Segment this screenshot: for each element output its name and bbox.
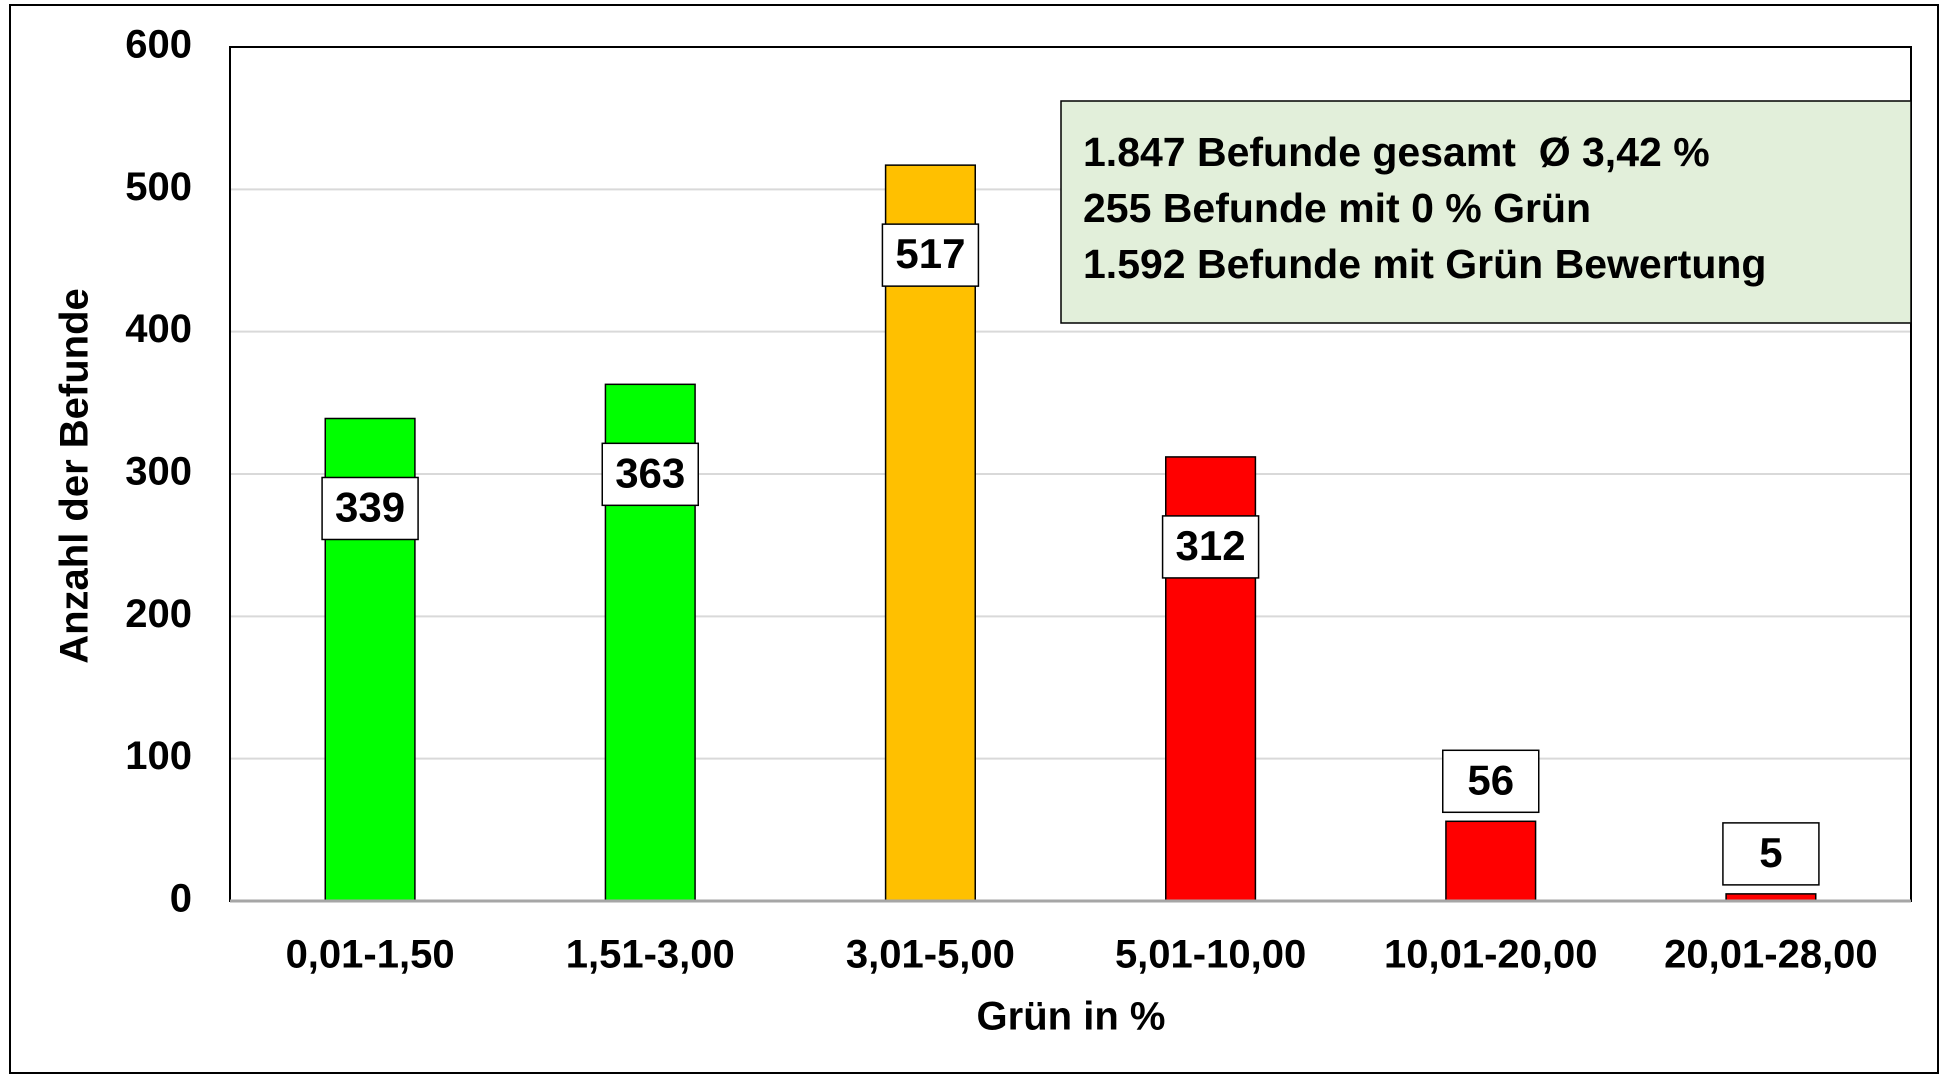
x-tick-label: 1,51-3,00 xyxy=(566,933,735,977)
data-label: 517 xyxy=(895,230,965,277)
data-label-box xyxy=(1161,515,1260,579)
annotation: 1.592 Befunde mit Grün Bewertung xyxy=(1083,241,1766,287)
x-tick-label: 0,01-1,50 xyxy=(286,933,455,977)
annotation: 255 Befunde mit 0 % Grün xyxy=(1083,185,1591,231)
y-tick-label: 500 xyxy=(125,165,192,209)
x-tick-label: 20,01-28,00 xyxy=(1664,933,1878,977)
y-tick-label: 400 xyxy=(125,307,192,351)
x-tick-label: 5,01-10,00 xyxy=(1115,933,1306,977)
y-tick-label: 0 xyxy=(170,877,192,921)
y-tick-label: 100 xyxy=(125,734,192,778)
data-label-box xyxy=(1442,749,1540,814)
y-tick-label: 200 xyxy=(125,592,192,636)
data-label: 56 xyxy=(1467,756,1514,803)
data-label-box xyxy=(321,476,419,541)
data-label: 312 xyxy=(1176,522,1246,569)
data-label: 339 xyxy=(335,484,405,531)
data-label-box xyxy=(1722,822,1820,886)
y-tick-label: 300 xyxy=(125,450,192,494)
bar xyxy=(884,164,976,902)
data-label: 5 xyxy=(1759,829,1782,876)
data-label-box xyxy=(881,223,980,287)
y-axis-label: Anzahl der Befunde xyxy=(53,288,97,664)
annotation-box xyxy=(1060,100,1912,324)
annotation: 1.847 Befunde gesamt Ø 3,42 % xyxy=(1083,129,1710,175)
x-axis-label: Grün in % xyxy=(977,995,1166,1039)
bar xyxy=(1445,820,1537,902)
data-label: 363 xyxy=(615,449,685,496)
y-tick-label: 600 xyxy=(125,23,192,67)
data-label-box xyxy=(601,442,699,507)
x-tick-label: 10,01-20,00 xyxy=(1384,933,1598,977)
x-tick-label: 3,01-5,00 xyxy=(846,933,1015,977)
